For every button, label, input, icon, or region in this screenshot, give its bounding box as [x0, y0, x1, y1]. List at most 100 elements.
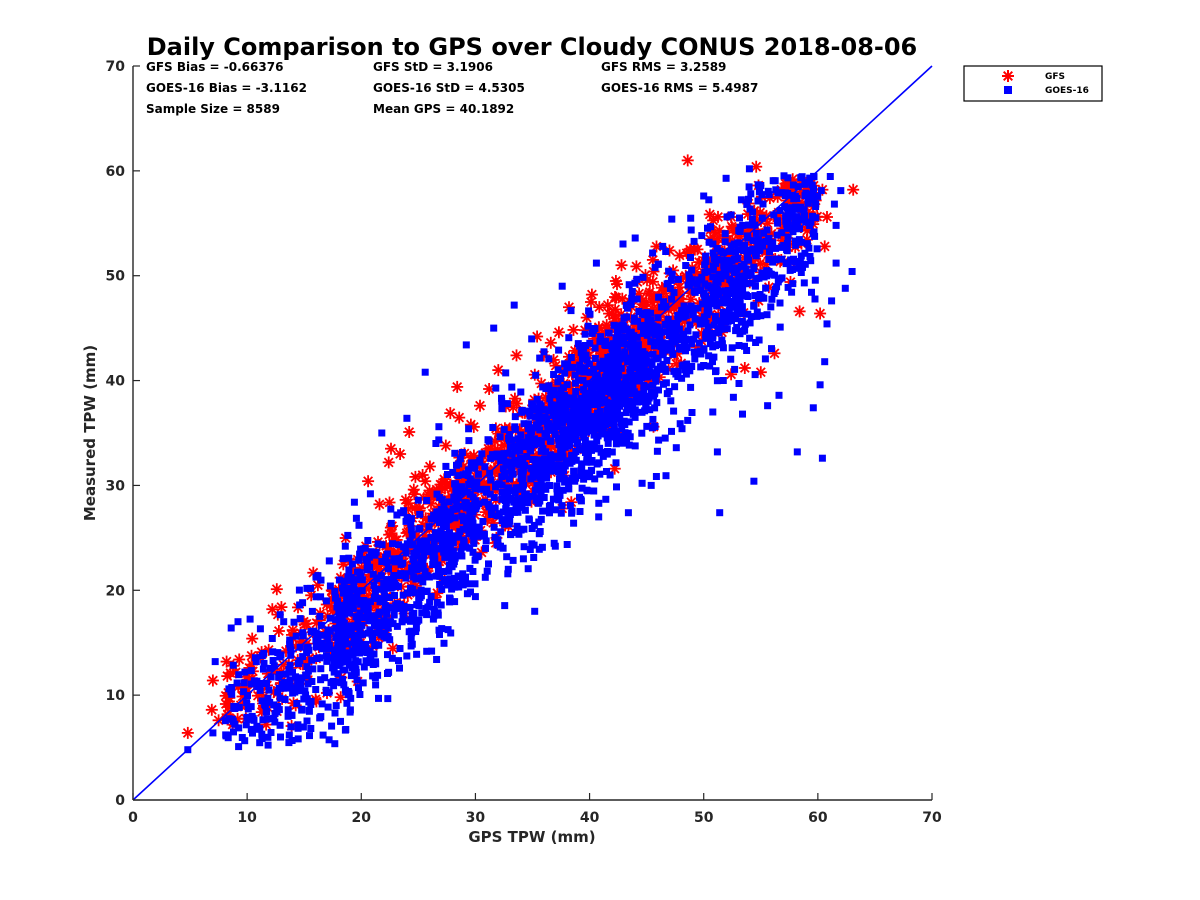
goes16-point [721, 238, 729, 246]
goes16-point [514, 460, 522, 468]
goes16-point [520, 543, 528, 551]
goes16-point [375, 611, 383, 618]
goes16-point [696, 320, 704, 328]
goes16-point [732, 264, 740, 272]
goes16-point [539, 417, 547, 425]
goes16-point [562, 394, 570, 402]
goes16-point [767, 303, 775, 311]
goes16-point [366, 490, 374, 498]
goes16-point [356, 569, 364, 577]
goes16-point [541, 456, 549, 464]
goes16-point [316, 654, 324, 662]
goes16-point [801, 260, 809, 268]
goes16-point [562, 457, 570, 465]
goes16-point [572, 448, 580, 455]
goes16-point [633, 364, 640, 372]
y-tick-label: 40 [106, 374, 126, 390]
goes16-point [487, 476, 495, 484]
goes16-point [690, 335, 698, 343]
goes16-point [269, 648, 277, 656]
goes16-point [652, 377, 660, 385]
goes16-point [705, 302, 712, 310]
goes16-point [319, 631, 327, 639]
goes16-point [773, 283, 781, 291]
goes16-point [481, 573, 489, 581]
goes16-point [312, 593, 320, 601]
goes16-point [624, 429, 632, 437]
goes16-point [841, 284, 849, 292]
goes16-point [297, 680, 305, 688]
goes16-point [304, 680, 312, 688]
goes16-point [546, 451, 554, 459]
goes16-point [546, 509, 553, 517]
goes16-point [457, 548, 465, 556]
goes16-point [649, 350, 657, 358]
goes16-point [709, 358, 716, 366]
goes16-point [737, 196, 745, 204]
gfs-point [221, 670, 234, 683]
goes16-point [727, 277, 735, 285]
goes16-point [584, 322, 592, 330]
gfs-point [403, 426, 416, 438]
goes16-point [656, 333, 664, 341]
goes16-point [482, 544, 489, 552]
goes16-point [291, 688, 299, 696]
gfs-point [793, 305, 806, 318]
goes16-point [466, 525, 474, 533]
goes16-point [806, 253, 814, 260]
goes16-point [282, 670, 290, 678]
goes16-point [433, 599, 441, 606]
goes16-point [529, 456, 537, 463]
goes16-point [555, 441, 563, 449]
goes16-point [797, 269, 805, 276]
goes16-point [810, 173, 818, 181]
goes16-point [227, 624, 235, 632]
goes16-point [510, 301, 518, 309]
goes16-point [413, 552, 421, 560]
goes16-point [808, 181, 816, 189]
goes16-point [344, 576, 352, 584]
goes16-point [451, 449, 459, 457]
goes16-point [793, 448, 801, 456]
goes16-point [722, 293, 730, 301]
goes16-point [609, 413, 617, 421]
goes16-point [676, 420, 684, 428]
goes16-point [225, 685, 233, 693]
goes16-point [412, 628, 420, 635]
goes16-point [583, 356, 591, 364]
goes16-point [286, 643, 294, 651]
goes16-point [495, 510, 503, 518]
goes16-point [602, 375, 610, 383]
goes16-point [323, 652, 330, 660]
goes16-point [512, 447, 520, 455]
goes16-point [722, 318, 729, 326]
goes16-point [345, 566, 353, 574]
goes16-point [246, 615, 254, 623]
goes16-point [784, 283, 792, 291]
goes16-point [341, 653, 349, 661]
goes16-point [615, 371, 623, 379]
goes16-point [247, 703, 255, 711]
goes16-point [445, 567, 453, 575]
goes16-point [678, 425, 686, 433]
goes16-point [666, 285, 674, 292]
stat-sample-size: Sample Size = 8589 [146, 102, 280, 116]
goes16-point [586, 339, 594, 347]
goes16-point [762, 238, 770, 245]
goes16-point [465, 437, 473, 445]
goes16-point [638, 374, 646, 382]
goes16-point [339, 555, 347, 563]
goes16-point [339, 584, 346, 592]
goes16-point [670, 367, 678, 375]
goes16-point [302, 691, 310, 699]
goes16-point [778, 255, 786, 263]
goes16-point [408, 629, 416, 637]
goes16-point [504, 488, 512, 496]
goes16-point [332, 624, 340, 632]
goes16-point [767, 270, 775, 278]
goes16-point [784, 207, 792, 215]
goes16-point [702, 252, 710, 260]
goes16-point [540, 406, 548, 414]
goes16-point [769, 258, 777, 266]
goes16-point [643, 331, 651, 339]
